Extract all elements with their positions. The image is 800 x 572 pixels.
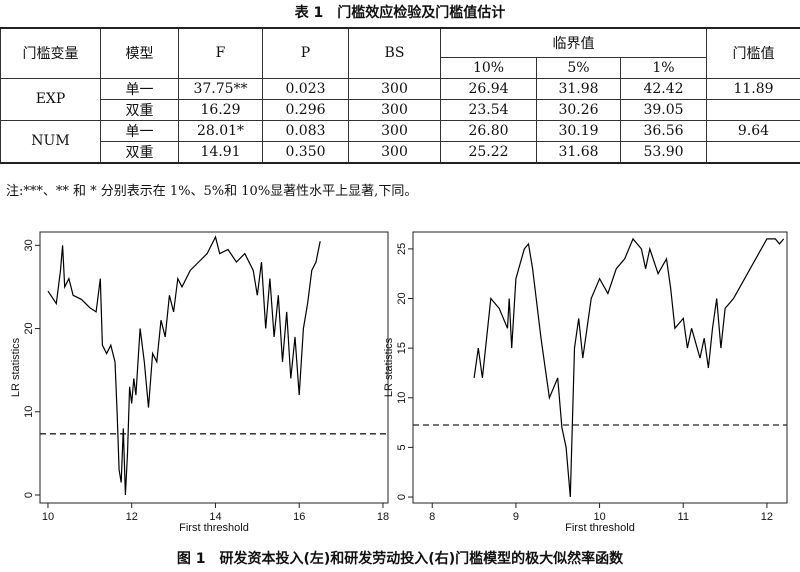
variable-cell: NUM (0, 119, 101, 163)
x-tick-label: 18 (377, 511, 389, 523)
x-axis-label: First threshold (565, 522, 635, 534)
model-cell: 单一 (100, 119, 179, 142)
x-tick-label: 10 (593, 511, 605, 523)
plot-frame (412, 231, 788, 504)
model-cell: 双重 (100, 140, 179, 163)
plot-frame (39, 231, 389, 504)
value-cell: 14.91 (178, 140, 263, 163)
table-note: 注:***、** 和 * 分别表示在 1%、5%和 10%显著性水平上显著,下同… (6, 184, 418, 199)
y-axis-label: LR statistics (10, 337, 22, 397)
header-cell: 门槛值 (706, 27, 800, 79)
header-cell: P (262, 27, 349, 79)
y-tick-label: 0 (23, 492, 35, 498)
value-cell: 37.75** (178, 77, 263, 100)
figure-caption: 图 1 研发资本投入(左)和研发劳动投入(右)门槛模型的极大似然率函数 (176, 551, 624, 567)
y-tick-label: 5 (396, 444, 408, 450)
table-row: 双重 14.91 0.350 300 25.22 31.68 53.90 (1, 140, 800, 163)
x-tick-label: 8 (429, 511, 435, 523)
y-tick-label: 30 (23, 239, 35, 251)
x-tick-label: 10 (42, 511, 54, 523)
x-axis-label: First threshold (179, 522, 249, 534)
value-cell: 300 (348, 140, 441, 163)
x-tick-label: 12 (126, 511, 138, 523)
x-tick-label: 16 (293, 511, 305, 523)
value-cell: 300 (348, 119, 441, 142)
value-cell: 25.22 (440, 140, 537, 163)
variable-cell: EXP (0, 77, 101, 121)
y-tick-label: 25 (396, 243, 408, 255)
y-tick-label: 0 (396, 494, 408, 500)
table-title: 表 1 门槛效应检验及门槛值估计 (294, 5, 506, 21)
x-tick-label: 9 (513, 511, 519, 523)
y-tick-label: 10 (396, 392, 408, 404)
lr-curve (47, 235, 321, 496)
model-cell: 双重 (100, 98, 179, 121)
model-cell: 单一 (100, 77, 179, 100)
table-row: EXP 单一 37.75** 0.023 300 26.94 31.98 42.42 11.89 (0, 77, 800, 121)
value-cell: 26.80 (440, 119, 537, 142)
value-cell: 39.05 (619, 98, 708, 121)
value-cell: 300 (348, 98, 441, 121)
x-tick-label: 11 (678, 511, 689, 523)
value-cell: 53.90 (619, 140, 708, 163)
threshold-cell: 9.64 (706, 119, 800, 142)
value-cell: 36.56 (619, 119, 708, 142)
table-row: NUM 单一 28.01* 0.083 300 26.80 30.19 36.56 9.64 (0, 119, 800, 163)
lr-curve (473, 237, 785, 498)
y-tick-label: 10 (23, 406, 35, 418)
y-tick-label: 20 (23, 322, 35, 334)
y-tick-label: 20 (396, 292, 408, 304)
value-cell: 0.083 (262, 119, 349, 142)
table-body: EXP 单一 37.75** 0.023 300 26.94 31.98 42.42 11.89… (0, 77, 800, 163)
value-cell: 31.68 (536, 140, 621, 163)
header-cell: 门槛变量 (0, 27, 101, 79)
header-cell: 模型 (100, 27, 179, 79)
x-tick-label: 14 (209, 511, 221, 523)
x-tick-label: 12 (761, 511, 773, 523)
value-cell: 0.350 (262, 140, 349, 163)
header-cell: 10% (440, 56, 537, 79)
value-cell: 28.01* (178, 119, 263, 142)
y-axis-label: LR statistics (383, 337, 395, 397)
value-cell: 0.296 (262, 98, 349, 121)
threshold-table: 门槛变量 模型 F P BS 临界值 门槛值 10% 5% 1% EXP 单一 37… (0, 27, 800, 164)
y-tick-label: 15 (396, 342, 408, 354)
